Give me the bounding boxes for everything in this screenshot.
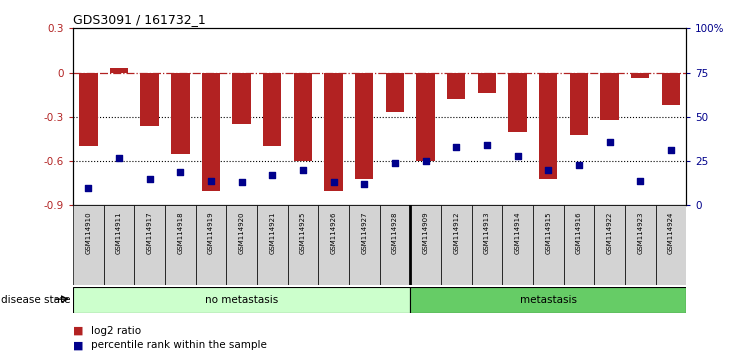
Bar bbox=[355, 73, 374, 179]
Bar bbox=[410, 205, 441, 285]
Point bbox=[512, 153, 523, 159]
Bar bbox=[410, 287, 686, 313]
Bar bbox=[263, 73, 282, 146]
Bar bbox=[600, 73, 619, 120]
Point bbox=[113, 155, 125, 160]
Bar bbox=[472, 205, 502, 285]
Bar bbox=[79, 73, 98, 146]
Bar bbox=[502, 205, 533, 285]
Point bbox=[573, 162, 585, 167]
Bar bbox=[416, 73, 435, 161]
Text: GSM114922: GSM114922 bbox=[607, 212, 612, 254]
Bar bbox=[318, 205, 349, 285]
Point bbox=[205, 178, 217, 183]
Bar bbox=[324, 73, 343, 190]
Point bbox=[297, 167, 309, 173]
Text: GSM114912: GSM114912 bbox=[453, 212, 459, 254]
Bar bbox=[447, 73, 466, 99]
Text: GSM114917: GSM114917 bbox=[147, 212, 153, 254]
Point bbox=[236, 179, 247, 185]
Text: GSM114919: GSM114919 bbox=[208, 212, 214, 254]
Bar bbox=[134, 205, 165, 285]
Bar bbox=[656, 205, 686, 285]
Bar bbox=[73, 287, 410, 313]
Bar bbox=[661, 73, 680, 105]
Bar bbox=[508, 73, 527, 132]
Text: log2 ratio: log2 ratio bbox=[91, 326, 142, 336]
Bar bbox=[226, 205, 257, 285]
Point bbox=[450, 144, 462, 150]
Text: GSM114915: GSM114915 bbox=[545, 212, 551, 254]
Text: GSM114924: GSM114924 bbox=[668, 212, 674, 254]
Bar bbox=[441, 205, 472, 285]
Point bbox=[604, 139, 615, 144]
Point bbox=[266, 172, 278, 178]
Text: percentile rank within the sample: percentile rank within the sample bbox=[91, 340, 267, 350]
Text: GSM114918: GSM114918 bbox=[177, 212, 183, 254]
Point bbox=[634, 178, 646, 183]
Bar bbox=[385, 73, 404, 113]
Point bbox=[420, 158, 431, 164]
Point bbox=[665, 148, 677, 153]
Bar bbox=[631, 73, 650, 79]
Point bbox=[82, 185, 94, 190]
Bar bbox=[257, 205, 288, 285]
Text: disease state: disease state bbox=[1, 295, 70, 305]
Bar bbox=[349, 205, 380, 285]
Point bbox=[328, 179, 339, 185]
Text: GSM114920: GSM114920 bbox=[239, 212, 245, 254]
Bar bbox=[201, 73, 220, 190]
Text: GSM114916: GSM114916 bbox=[576, 212, 582, 254]
Bar bbox=[196, 205, 226, 285]
Text: no metastasis: no metastasis bbox=[205, 295, 278, 305]
Text: GSM114910: GSM114910 bbox=[85, 212, 91, 254]
Text: GDS3091 / 161732_1: GDS3091 / 161732_1 bbox=[73, 13, 206, 26]
Text: GSM114911: GSM114911 bbox=[116, 212, 122, 254]
Bar bbox=[140, 73, 159, 126]
Bar bbox=[569, 73, 588, 135]
Bar bbox=[594, 205, 625, 285]
Text: GSM114927: GSM114927 bbox=[361, 212, 367, 254]
Point bbox=[542, 167, 554, 173]
Text: ■: ■ bbox=[73, 326, 83, 336]
Bar bbox=[73, 205, 104, 285]
Bar bbox=[232, 73, 251, 124]
Point bbox=[358, 181, 370, 187]
Text: ■: ■ bbox=[73, 340, 83, 350]
Bar bbox=[533, 205, 564, 285]
Point bbox=[144, 176, 155, 182]
Bar bbox=[625, 205, 656, 285]
Bar bbox=[477, 73, 496, 93]
Text: GSM114921: GSM114921 bbox=[269, 212, 275, 254]
Bar bbox=[293, 73, 312, 161]
Text: metastasis: metastasis bbox=[520, 295, 577, 305]
Bar bbox=[380, 205, 410, 285]
Bar bbox=[110, 68, 128, 73]
Bar bbox=[165, 205, 196, 285]
Point bbox=[481, 142, 493, 148]
Point bbox=[174, 169, 186, 175]
Text: GSM114926: GSM114926 bbox=[331, 212, 337, 254]
Text: GSM114923: GSM114923 bbox=[637, 212, 643, 254]
Text: GSM114928: GSM114928 bbox=[392, 212, 398, 254]
Point bbox=[389, 160, 401, 166]
Text: GSM114914: GSM114914 bbox=[515, 212, 520, 254]
Bar bbox=[104, 205, 134, 285]
Bar bbox=[564, 205, 594, 285]
Bar bbox=[288, 205, 318, 285]
Text: GSM114909: GSM114909 bbox=[423, 212, 429, 254]
Bar bbox=[171, 73, 190, 154]
Text: GSM114913: GSM114913 bbox=[484, 212, 490, 254]
Text: GSM114925: GSM114925 bbox=[300, 212, 306, 254]
Bar bbox=[539, 73, 558, 179]
